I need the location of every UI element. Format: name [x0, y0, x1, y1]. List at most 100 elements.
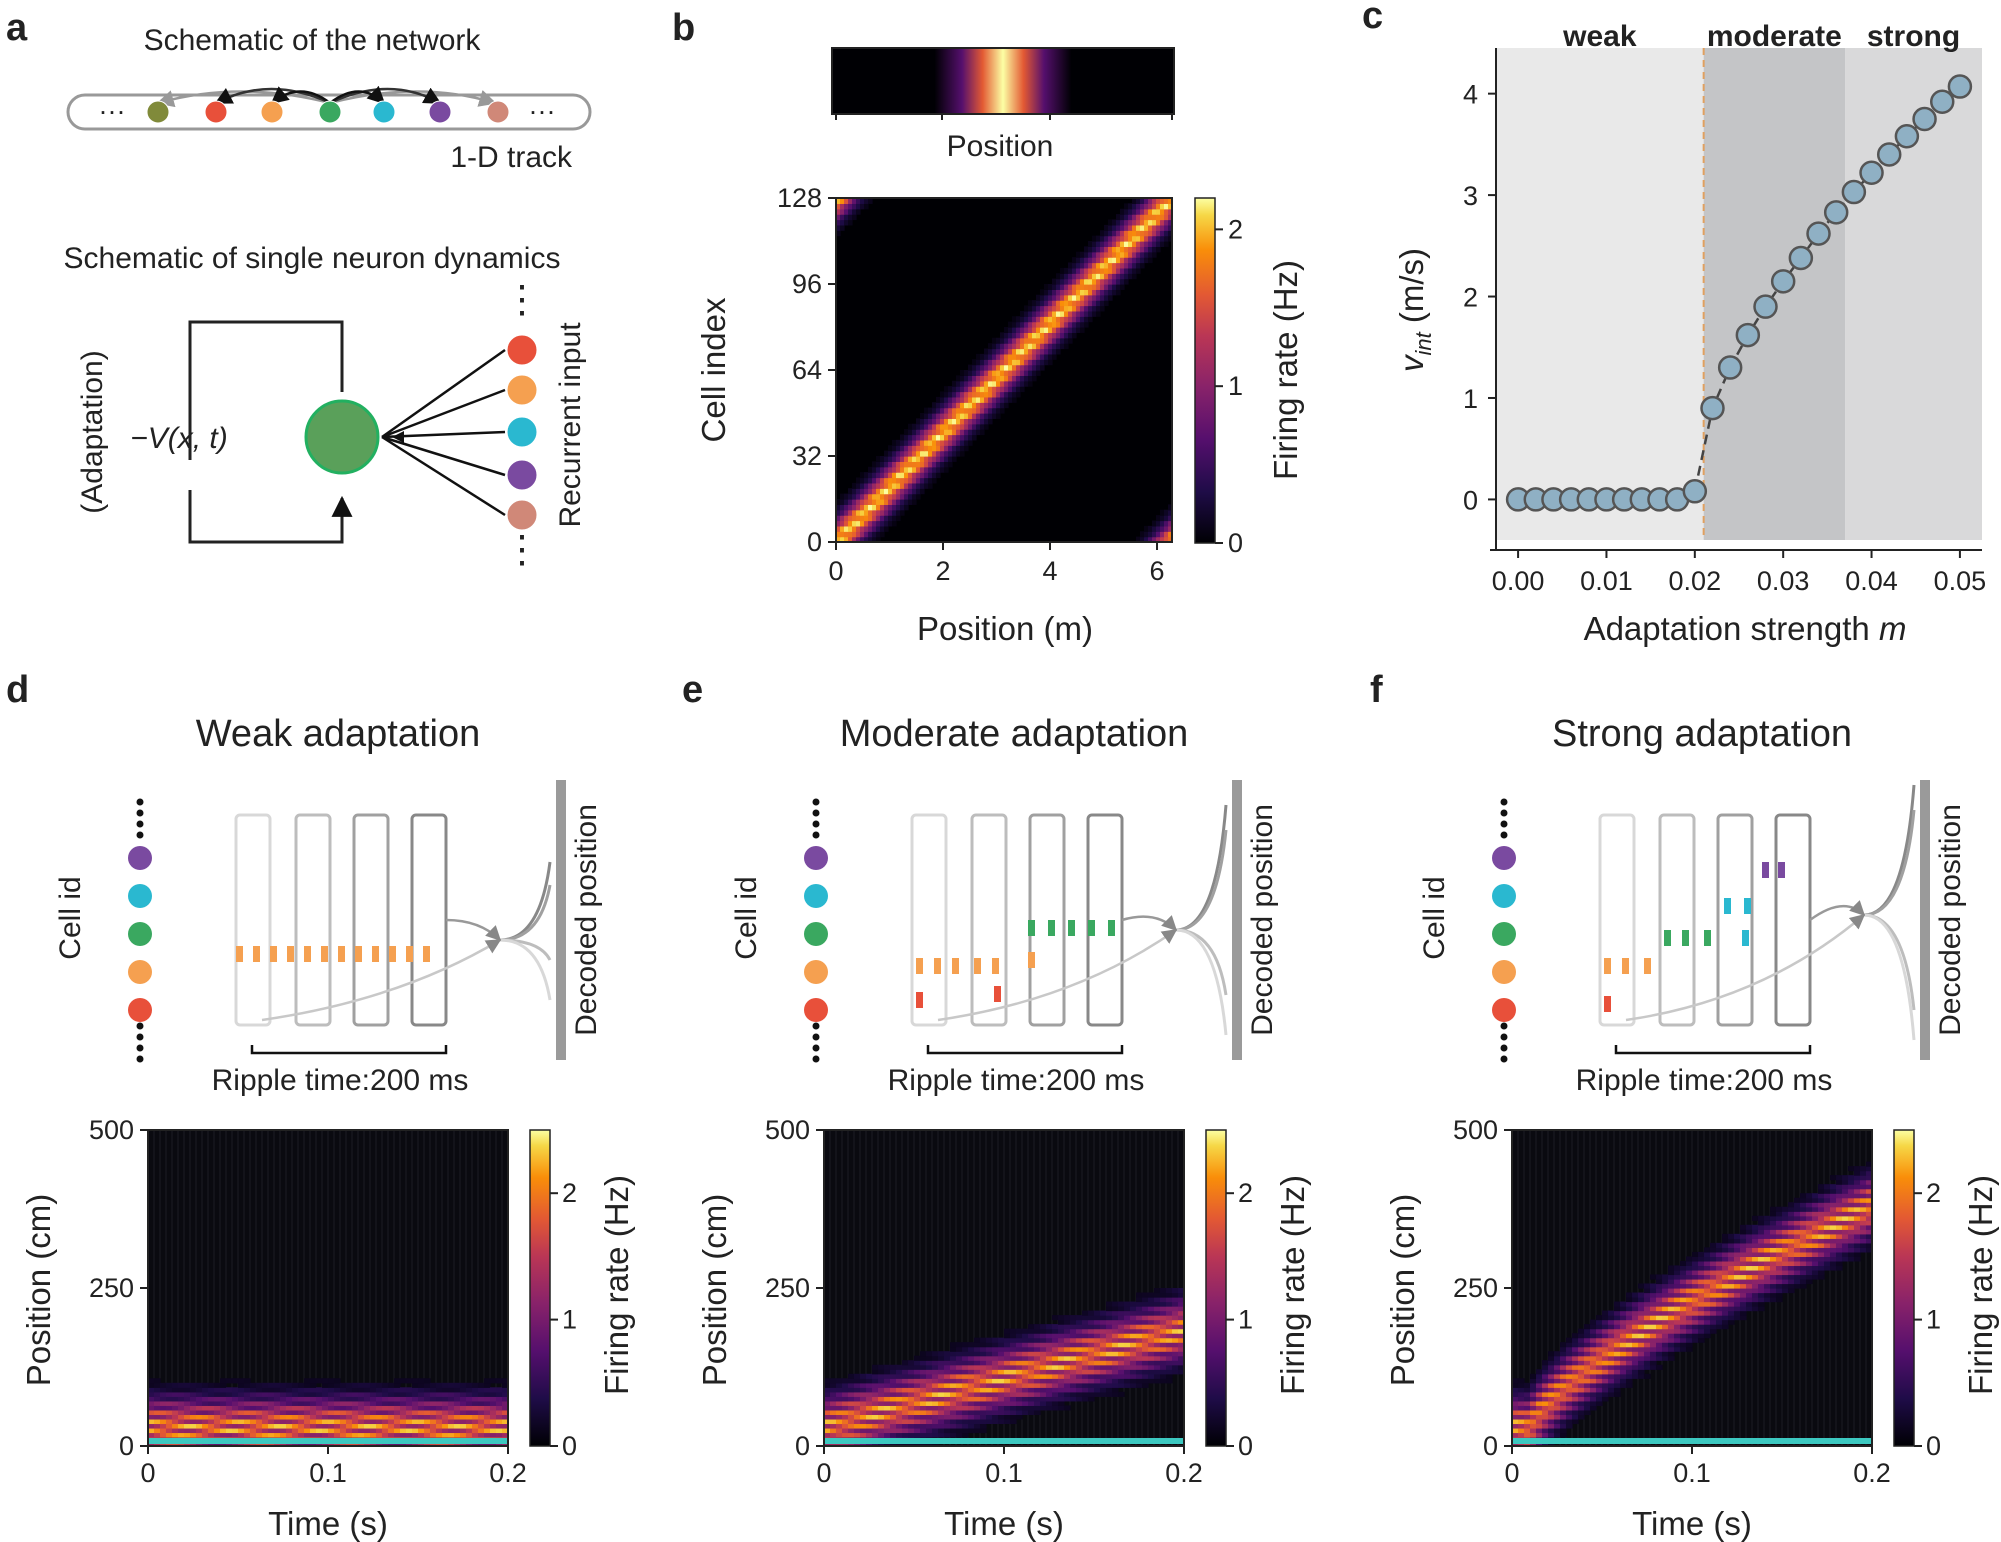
heat-cell — [262, 1400, 269, 1406]
heat-cell — [1842, 1184, 1849, 1190]
spike — [974, 958, 981, 974]
decoded-curve — [499, 861, 552, 942]
heat-cell — [250, 1400, 257, 1406]
heat-cell — [1656, 1364, 1663, 1370]
heat-cell — [1040, 1369, 1047, 1375]
heat-cell — [1686, 1260, 1693, 1267]
heat-cell — [844, 536, 849, 543]
heat-cell — [1542, 1441, 1549, 1447]
heat-cell — [986, 1360, 993, 1366]
heat-cell — [920, 439, 925, 446]
heat-cell — [148, 1391, 155, 1397]
heat-cell — [986, 1337, 993, 1343]
heat-cell — [1836, 1206, 1843, 1212]
heat-cell — [1120, 267, 1125, 274]
heat-cell — [1040, 348, 1045, 355]
heat-cell — [1084, 262, 1089, 269]
heat-cell — [1100, 1382, 1107, 1388]
heat-cell — [1770, 1206, 1777, 1212]
heat-cell — [860, 493, 865, 500]
heat-cell — [1080, 300, 1085, 307]
heat-cell — [1668, 1288, 1675, 1294]
heat-cell — [1144, 224, 1149, 231]
heat-cell — [1584, 1373, 1591, 1379]
heat-cell — [896, 456, 901, 462]
heat-cell — [178, 1414, 185, 1420]
heat-cell — [848, 198, 853, 204]
heat-cell — [920, 472, 925, 479]
heat-cell — [1020, 321, 1025, 328]
heat-cell — [852, 525, 857, 532]
heat-cell — [1112, 1306, 1119, 1312]
heat-cell — [328, 1441, 335, 1447]
heat-cell — [1542, 1409, 1549, 1415]
heat-cell — [1016, 1405, 1023, 1411]
heat-cell — [424, 1423, 431, 1429]
heat-cell — [1022, 1337, 1029, 1343]
heat-cell — [884, 515, 889, 522]
heat-cell — [154, 1391, 161, 1397]
heat-cell — [1578, 1382, 1585, 1388]
heat-cell — [1106, 1382, 1113, 1388]
heat-cell — [830, 1405, 837, 1411]
cb-b-tick-label: 2 — [1228, 214, 1243, 244]
c-ytick-label: 0 — [1463, 485, 1478, 515]
heat-cell — [1830, 1215, 1837, 1221]
heat-cell — [1124, 257, 1129, 264]
heat-cell — [1108, 267, 1113, 274]
decoded-label: Decoded position — [570, 804, 603, 1036]
heat-cell — [1542, 1373, 1549, 1379]
heat-cell — [202, 1400, 209, 1406]
decode-arrow — [1809, 900, 1866, 922]
heat-cell — [1128, 267, 1133, 274]
heat-cell — [1100, 235, 1105, 242]
heat-cell — [936, 402, 941, 409]
heat-cell — [1728, 1233, 1735, 1239]
heat-cell — [836, 525, 841, 532]
heat-cell — [998, 1391, 1005, 1397]
heat-cell — [1602, 1333, 1609, 1339]
heat-cell — [1764, 1220, 1771, 1226]
heat-cell — [980, 380, 985, 387]
heat-cell — [1012, 327, 1017, 333]
heat-cell — [968, 1387, 975, 1393]
heat-cell — [892, 439, 897, 446]
heat-cell — [1048, 353, 1053, 360]
heat-cell — [944, 386, 949, 393]
heat-cell — [1156, 198, 1161, 204]
heat-cell — [932, 1418, 939, 1425]
heat-cell — [1776, 1297, 1783, 1303]
c-xtick-label: 0.01 — [1580, 566, 1633, 596]
heat-cell — [1686, 1297, 1693, 1303]
heat-cell — [884, 456, 889, 462]
heat-cell — [876, 531, 881, 538]
heat-cell — [1800, 1215, 1807, 1221]
heat-cell — [388, 1396, 395, 1402]
heat-cell — [866, 1409, 873, 1415]
heat-cell — [998, 1360, 1005, 1366]
heat-cell — [298, 1432, 305, 1438]
heat-cell — [1656, 1278, 1663, 1285]
heat-cell — [1164, 219, 1169, 226]
heat-cell — [466, 1432, 473, 1438]
heat-cell — [1046, 1387, 1053, 1393]
heat-cell — [484, 1409, 491, 1415]
heat-cell — [1824, 1251, 1831, 1257]
heat-cell — [904, 466, 909, 473]
heat-cell — [1024, 370, 1029, 376]
heat-cell — [1728, 1283, 1735, 1289]
heat-cell — [872, 531, 877, 538]
heat-cell — [322, 1400, 329, 1406]
heat-cell — [1632, 1310, 1639, 1316]
heat-cell — [1088, 289, 1093, 296]
heat-cell — [1830, 1211, 1837, 1217]
heat-cell — [1536, 1432, 1543, 1438]
heat-cell — [962, 1391, 969, 1397]
heat-cell — [148, 1418, 155, 1425]
heat-cell — [1524, 1409, 1531, 1415]
heat-cell — [502, 1400, 509, 1406]
heat-cell — [196, 1400, 203, 1406]
heat-cell — [1830, 1265, 1837, 1271]
heat-cell — [154, 1396, 161, 1402]
heat-cell — [400, 1418, 407, 1425]
